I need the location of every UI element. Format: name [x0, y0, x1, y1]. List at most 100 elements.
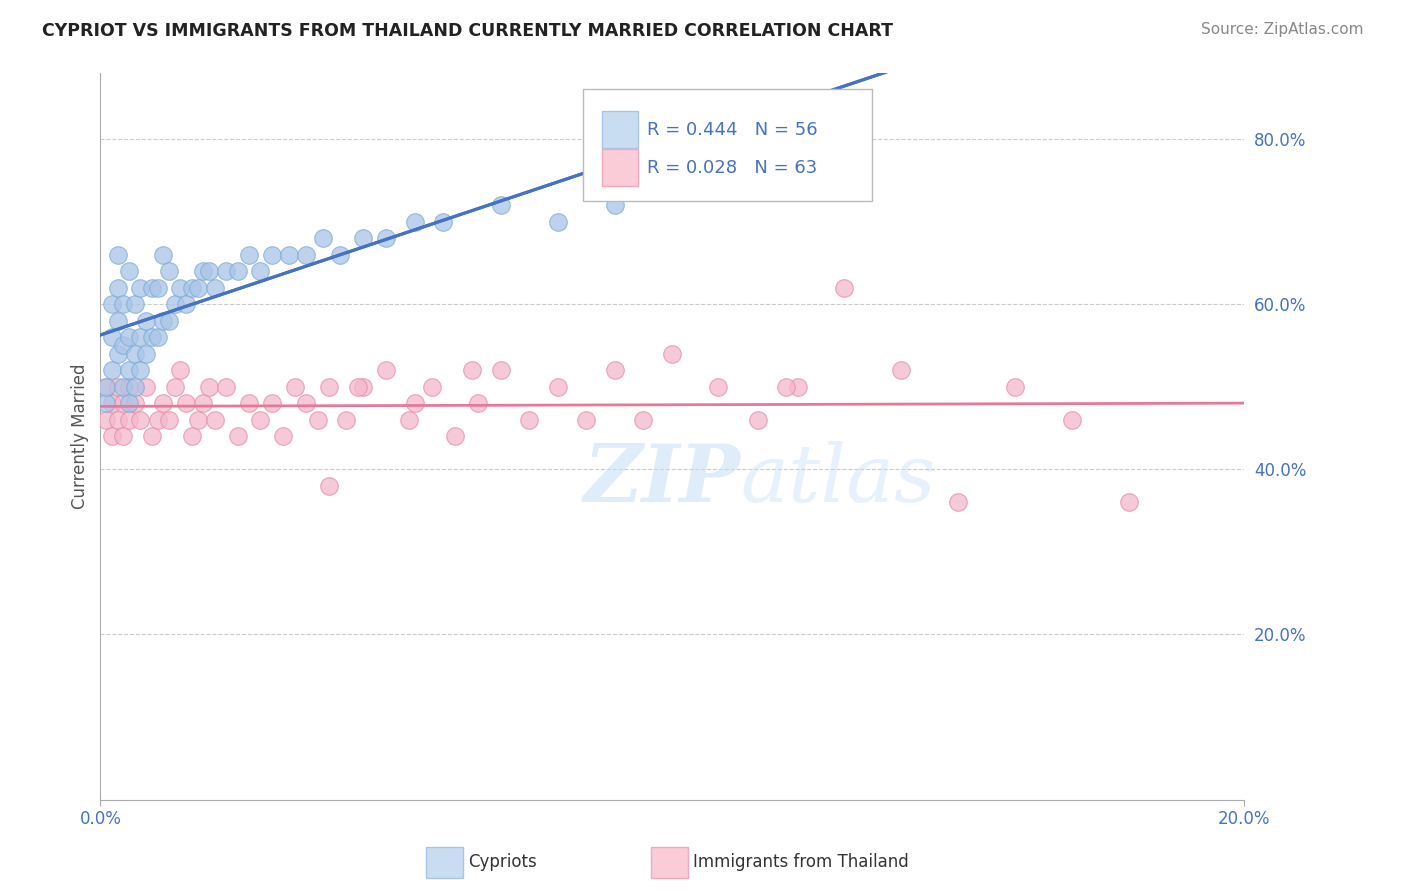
- Point: [335, 413, 357, 427]
- Point: [404, 214, 426, 228]
- Point: [180, 429, 202, 443]
- Point: [249, 264, 271, 278]
- Point: [432, 214, 454, 228]
- Point: [633, 413, 655, 427]
- Point: [278, 247, 301, 261]
- Point: [107, 313, 129, 327]
- Point: [204, 280, 226, 294]
- Point: [107, 347, 129, 361]
- Point: [152, 313, 174, 327]
- Point: [260, 396, 283, 410]
- Point: [186, 280, 208, 294]
- Point: [112, 396, 135, 410]
- Point: [118, 396, 141, 410]
- Point: [747, 413, 769, 427]
- Point: [707, 380, 730, 394]
- Point: [329, 247, 352, 261]
- Point: [575, 413, 598, 427]
- Point: [215, 264, 238, 278]
- Point: [204, 413, 226, 427]
- Point: [489, 198, 512, 212]
- Text: R = 0.444   N = 56: R = 0.444 N = 56: [647, 120, 817, 138]
- Point: [135, 380, 157, 394]
- Point: [547, 380, 569, 394]
- Point: [603, 363, 626, 377]
- Point: [169, 280, 191, 294]
- Text: Immigrants from Thailand: Immigrants from Thailand: [693, 853, 908, 871]
- Point: [404, 396, 426, 410]
- Point: [215, 380, 238, 394]
- Point: [174, 297, 197, 311]
- Point: [295, 396, 318, 410]
- Text: R = 0.028   N = 63: R = 0.028 N = 63: [647, 159, 817, 177]
- Point: [112, 297, 135, 311]
- Point: [547, 214, 569, 228]
- Point: [163, 297, 186, 311]
- Point: [135, 347, 157, 361]
- Point: [129, 413, 152, 427]
- Point: [141, 429, 163, 443]
- Point: [517, 413, 540, 427]
- Point: [107, 280, 129, 294]
- Point: [141, 280, 163, 294]
- Point: [94, 396, 117, 410]
- Point: [124, 347, 146, 361]
- Point: [307, 413, 329, 427]
- Point: [135, 313, 157, 327]
- Point: [398, 413, 420, 427]
- Point: [118, 330, 141, 344]
- Point: [152, 396, 174, 410]
- Text: Cypriots: Cypriots: [468, 853, 537, 871]
- Point: [124, 396, 146, 410]
- Point: [180, 280, 202, 294]
- Point: [226, 429, 249, 443]
- Text: ZIP: ZIP: [583, 442, 741, 518]
- Point: [661, 347, 683, 361]
- Point: [489, 363, 512, 377]
- Y-axis label: Currently Married: Currently Married: [72, 364, 89, 509]
- Point: [146, 330, 169, 344]
- Point: [346, 380, 368, 394]
- Point: [295, 247, 318, 261]
- Point: [94, 380, 117, 394]
- Point: [101, 330, 124, 344]
- Point: [101, 297, 124, 311]
- Point: [375, 231, 398, 245]
- Point: [420, 380, 443, 394]
- Point: [118, 380, 141, 394]
- Point: [786, 380, 808, 394]
- Point: [198, 380, 221, 394]
- Point: [1062, 413, 1084, 427]
- Point: [124, 297, 146, 311]
- Point: [443, 429, 465, 443]
- Point: [318, 380, 340, 394]
- Point: [124, 380, 146, 394]
- Point: [284, 380, 307, 394]
- Point: [157, 413, 180, 427]
- Point: [946, 495, 969, 509]
- Point: [260, 247, 283, 261]
- Point: [198, 264, 221, 278]
- Point: [163, 380, 186, 394]
- Point: [107, 380, 129, 394]
- Point: [312, 231, 335, 245]
- Point: [101, 363, 124, 377]
- Point: [152, 247, 174, 261]
- Point: [101, 396, 124, 410]
- Point: [318, 479, 340, 493]
- Point: [352, 380, 374, 394]
- Point: [226, 264, 249, 278]
- Point: [118, 264, 141, 278]
- Point: [1004, 380, 1026, 394]
- Point: [890, 363, 912, 377]
- Point: [146, 280, 169, 294]
- Text: atlas: atlas: [741, 442, 936, 518]
- Point: [129, 363, 152, 377]
- Point: [101, 429, 124, 443]
- Point: [603, 198, 626, 212]
- Point: [94, 380, 117, 394]
- Text: Source: ZipAtlas.com: Source: ZipAtlas.com: [1201, 22, 1364, 37]
- Point: [118, 363, 141, 377]
- Point: [249, 413, 271, 427]
- Point: [461, 363, 484, 377]
